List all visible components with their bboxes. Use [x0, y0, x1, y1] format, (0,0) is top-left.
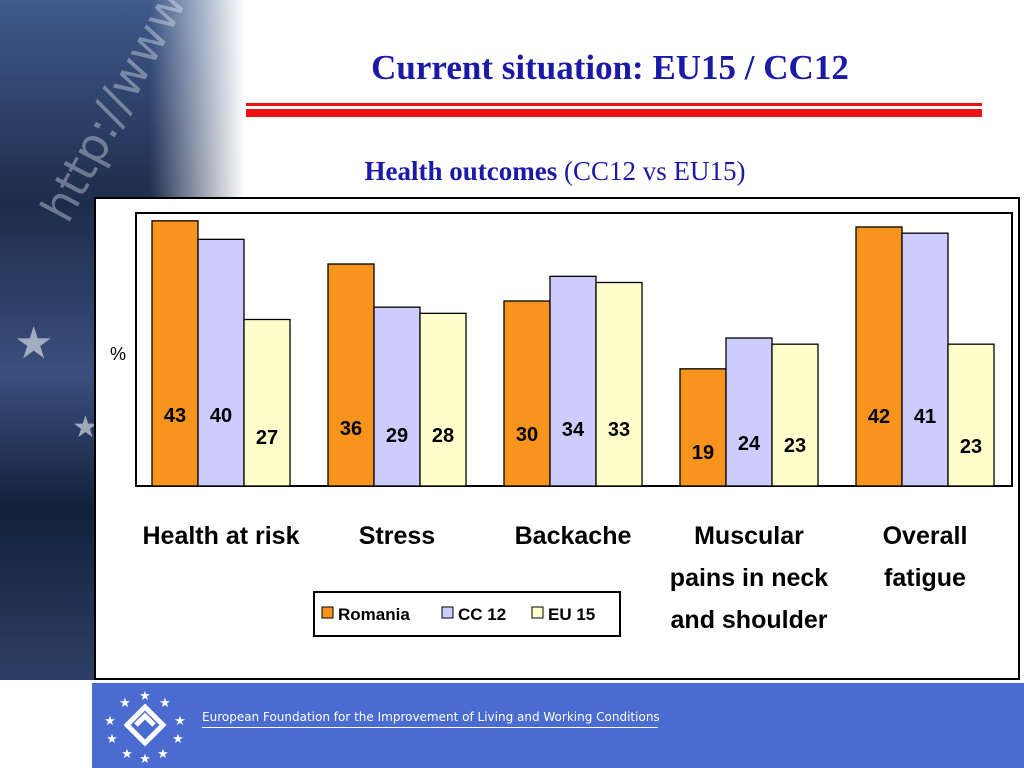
category-tick-label: Health at risk — [142, 522, 299, 550]
legend-entry: EU 15 — [548, 605, 595, 624]
bar-chart: % 43 40 27 Health at risk 36 29 28 Stress 30 34 33 B… — [110, 212, 1013, 637]
bar-value-label: 36 — [340, 418, 362, 440]
footer-organization-name: European Foundation for the Improvement … — [202, 710, 660, 724]
bar — [947, 343, 995, 487]
svg-text:★: ★ — [106, 732, 118, 747]
legend-box — [313, 591, 621, 637]
bar-value-label: 24 — [738, 433, 761, 455]
bar-value-label: 42 — [868, 406, 890, 428]
bar-value-label: 30 — [516, 424, 538, 446]
eurofound-logo: ★★ ★ ★ ★ ★ ★ ★ ★★ — [104, 689, 186, 765]
title-rule-thin — [246, 103, 982, 106]
bar-value-label: 23 — [784, 435, 806, 457]
bar-value-label: 40 — [210, 405, 232, 427]
bar — [771, 343, 819, 487]
bar — [679, 368, 727, 487]
legend-swatch — [531, 606, 544, 619]
bar — [373, 306, 421, 487]
bar-value-label: 27 — [256, 427, 278, 449]
bar — [901, 232, 949, 487]
category-tick-label: Backache — [515, 522, 632, 550]
svg-text:★: ★ — [157, 747, 169, 762]
title-rule-thick — [246, 109, 982, 117]
category-tick-label: Muscular — [694, 522, 804, 550]
background-star-icon: ★ — [14, 318, 54, 369]
footer-bar — [92, 683, 1024, 768]
bar — [419, 312, 467, 487]
bar — [197, 238, 245, 487]
svg-text:★: ★ — [159, 696, 171, 711]
svg-text:★: ★ — [121, 747, 133, 762]
svg-text:★: ★ — [104, 714, 116, 729]
slide-title: Current situation: EU15 / CC12 — [371, 48, 849, 87]
legend-entry: Romania — [338, 605, 410, 624]
bar-value-label: 33 — [608, 419, 630, 441]
svg-text:★: ★ — [139, 689, 151, 704]
svg-text:★: ★ — [174, 714, 186, 729]
svg-text:★: ★ — [139, 752, 151, 765]
bar-value-label: 41 — [914, 406, 936, 428]
category-tick-label: fatigue — [884, 564, 966, 592]
category-tick-label: pains in neck — [670, 564, 828, 592]
subtitle-bold: Health outcomes — [364, 156, 558, 186]
svg-text:★: ★ — [172, 732, 184, 747]
bar-value-label: 43 — [164, 405, 186, 427]
chart-frame: % 43 40 27 Health at risk 36 29 28 Stress 30 34 33 B… — [94, 197, 1020, 680]
chart-subtitle: Health outcomes (CC12 vs EU15) — [250, 156, 860, 187]
bar — [595, 281, 643, 487]
bar — [503, 300, 551, 487]
subtitle-rest: (CC12 vs EU15) — [557, 156, 746, 186]
legend-swatch — [321, 606, 334, 619]
category-tick-label: Stress — [359, 522, 435, 550]
bar — [855, 226, 903, 487]
svg-text:★: ★ — [119, 696, 131, 711]
bar-value-label: 19 — [692, 442, 714, 464]
bar-value-label: 23 — [960, 436, 982, 458]
bar — [243, 318, 291, 487]
category-tick-label: Overall — [883, 522, 968, 550]
bar-value-label: 34 — [562, 419, 585, 441]
legend-swatch — [441, 606, 454, 619]
footer-underline — [202, 727, 658, 728]
bar — [725, 337, 773, 487]
y-axis-label: % — [110, 344, 126, 364]
bar — [327, 263, 375, 487]
bar — [549, 275, 597, 487]
bar-value-label: 29 — [386, 425, 408, 447]
category-tick-label: and shoulder — [671, 606, 828, 634]
legend-entry: CC 12 — [458, 605, 506, 624]
bar — [151, 220, 199, 487]
bar-value-label: 28 — [432, 425, 454, 447]
